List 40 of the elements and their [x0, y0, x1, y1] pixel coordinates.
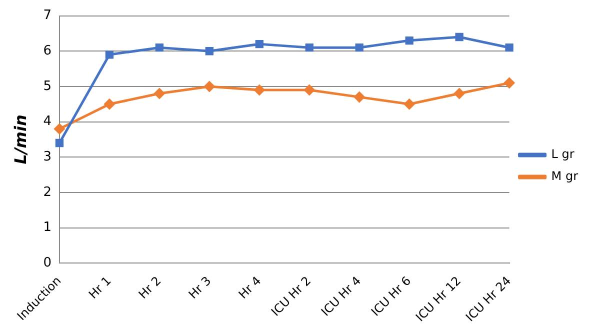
point [354, 92, 365, 102]
point [404, 98, 415, 110]
point [205, 47, 214, 56]
point [505, 44, 514, 52]
y-tick-label: 2 [43, 184, 52, 200]
x-tick-label: ICU Hr 4 [318, 274, 364, 319]
x-tick-label: ICU Hr 6 [368, 274, 414, 319]
point [155, 44, 164, 52]
point [105, 50, 114, 59]
point [55, 138, 64, 148]
point [154, 88, 165, 99]
y-tick-label: 7 [43, 8, 52, 24]
legend-label: M gr [551, 169, 578, 184]
point [254, 84, 265, 96]
x-tick-label: Hr 4 [236, 274, 264, 302]
y-tick-label: 4 [43, 114, 52, 130]
y-tick-label: 6 [43, 44, 52, 59]
point [504, 78, 515, 88]
point [405, 36, 414, 45]
point [104, 98, 115, 110]
x-tick-label: ICU Hr 12 [413, 274, 464, 324]
point [455, 32, 464, 42]
x-tick-label: Hr 3 [186, 274, 214, 302]
x-tick-label: ICU Hr 2 [268, 274, 314, 319]
y-axis-title: L/min [10, 114, 30, 164]
x-tick-label: Hr 1 [86, 274, 114, 302]
y-tick-label: 5 [43, 78, 52, 94]
y-tick-label: 0 [43, 255, 52, 270]
point [355, 44, 364, 52]
point [454, 88, 465, 99]
x-tick-label: Hr 2 [136, 274, 164, 302]
point [255, 40, 264, 48]
point [54, 124, 65, 134]
y-tick-label: 3 [43, 150, 52, 164]
legend-label: L gr [551, 147, 574, 162]
y-tick-label: 1 [43, 220, 52, 236]
x-tick-label: ICU Hr 24 [463, 274, 514, 324]
point [204, 81, 215, 92]
point [305, 44, 314, 52]
point [304, 84, 315, 96]
